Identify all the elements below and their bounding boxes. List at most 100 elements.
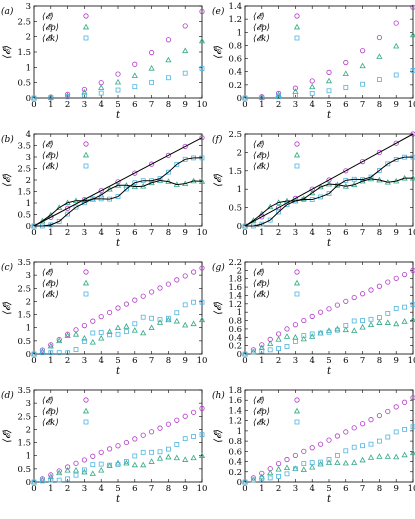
data-point (48, 342, 54, 348)
x-tick-label: 6 (343, 484, 348, 494)
data-point (199, 265, 205, 271)
data-point (131, 461, 138, 468)
x-tick-label: 4 (309, 356, 314, 366)
x-axis-label: t (116, 494, 121, 505)
y-axis-label: ⟨𝓔⟩ (2, 301, 13, 315)
data-point (81, 196, 88, 203)
x-tick-label: 1 (48, 484, 53, 494)
legend-label: ⟨𝓔⟩ (42, 140, 54, 150)
x-tick-label: 9 (182, 228, 187, 238)
x-tick-label: 2 (65, 100, 70, 110)
data-point (376, 149, 382, 155)
data-point (115, 87, 121, 93)
x-tick-label: 4 (98, 228, 103, 238)
legend-marker (83, 163, 89, 169)
legend-label: ⟨𝓔p⟩ (253, 279, 270, 289)
data-point (401, 399, 408, 405)
x-tick-label: 10 (408, 484, 415, 494)
legend-label: ⟨𝓔p⟩ (42, 279, 59, 289)
fit-line (33, 137, 203, 227)
data-point (376, 168, 382, 173)
x-tick-label: 8 (377, 484, 382, 494)
data-point (284, 471, 290, 477)
data-point (376, 315, 382, 321)
data-point (410, 395, 415, 401)
data-point (140, 449, 146, 455)
data-point (90, 330, 96, 336)
y-tick-label: 1.2 (228, 300, 242, 310)
data-point (39, 347, 46, 353)
x-tick-label: 0 (242, 228, 247, 238)
data-point (309, 83, 316, 90)
data-point (190, 320, 197, 327)
data-point (157, 449, 163, 455)
data-point (31, 479, 37, 485)
fit-line (33, 179, 203, 227)
data-point (292, 92, 298, 98)
data-point (199, 405, 205, 411)
y-tick-label: 0.8 (228, 437, 242, 447)
legend-marker (294, 397, 300, 403)
x-tick-label: 5 (326, 100, 331, 110)
data-point (39, 348, 46, 354)
legend-label: ⟨𝓔k⟩ (42, 290, 59, 300)
fit-line (34, 157, 202, 227)
y-tick-label: 2.5 (228, 130, 242, 140)
data-point (149, 449, 155, 455)
data-point (157, 317, 163, 322)
x-tick-label: 8 (166, 356, 171, 366)
data-point (157, 285, 163, 291)
data-point (98, 461, 104, 467)
x-tick-label: 2 (276, 356, 281, 366)
data-point (326, 88, 332, 94)
y-tick-label: 0.4 (228, 458, 242, 468)
legend-label: ⟨𝓔⟩ (42, 396, 54, 406)
data-point (149, 79, 155, 85)
y-tick-label: 1.5 (17, 188, 31, 198)
data-point (115, 443, 121, 449)
data-point (165, 315, 171, 321)
data-point (132, 321, 138, 327)
data-point (384, 319, 391, 325)
data-point (98, 90, 104, 96)
x-axis-label: t (116, 238, 121, 249)
data-point (199, 432, 205, 438)
y-tick-label: 2.5 (17, 17, 31, 27)
data-point (334, 327, 340, 333)
legend-label: ⟨𝓔p⟩ (42, 151, 59, 161)
data-point (82, 92, 87, 98)
y-tick-label: 0 (26, 478, 31, 488)
y-tick-label: 1 (26, 199, 31, 209)
data-point (410, 68, 415, 73)
legend-marker (294, 163, 300, 169)
data-point (410, 267, 415, 273)
legend-marker (293, 151, 301, 158)
y-tick-label: 1 (237, 185, 242, 195)
panel-label: (a) (1, 6, 14, 17)
x-tick-label: 2 (276, 484, 281, 494)
data-point (31, 351, 37, 357)
data-point (182, 436, 188, 442)
x-tick-label: 0 (242, 100, 247, 110)
data-point (359, 291, 366, 297)
y-tick-label: 2 (26, 176, 31, 186)
data-point (64, 466, 71, 473)
legend-label: ⟨𝓔k⟩ (253, 34, 270, 44)
x-tick-label: 10 (197, 100, 208, 110)
data-point (376, 438, 382, 444)
data-point (276, 473, 282, 479)
x-tick-label: 7 (149, 100, 154, 110)
y-tick-label: 0.5 (17, 211, 31, 221)
data-point (384, 453, 391, 459)
legend-marker (82, 407, 90, 414)
data-point (72, 331, 80, 337)
y-tick-label: 1.2 (228, 15, 242, 25)
data-point (182, 321, 189, 328)
data-point (31, 95, 37, 101)
data-point (131, 327, 138, 333)
y-tick-label: 1.4 (228, 291, 242, 301)
data-point (81, 457, 88, 463)
data-point (149, 289, 155, 295)
data-point (73, 472, 79, 478)
